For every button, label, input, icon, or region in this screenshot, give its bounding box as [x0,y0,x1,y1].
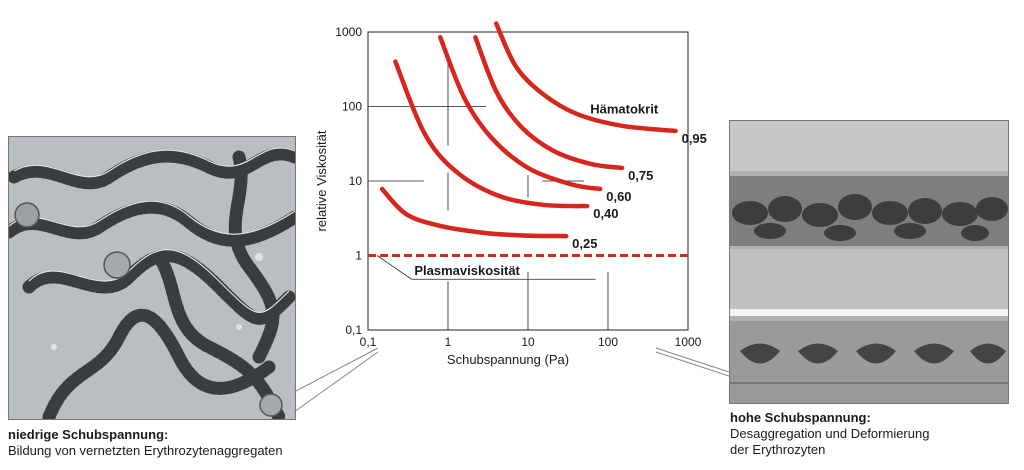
series-line-0-25 [379,186,569,239]
series-label: 0,60 [606,189,631,204]
y-tick-label: 10 [349,174,363,188]
series-lines [368,21,690,280]
caption-high-shear: hohe Schubspannung: Desaggregation und D… [730,410,1010,458]
caption-high-shear-text-1: Desaggregation und Deformierung [730,426,930,441]
y-tick-label: 1 [355,249,362,263]
caption-high-shear-text-2: der Erythrozyten [730,442,826,457]
series-label: 0,95 [682,131,707,146]
caption-low-shear-heading: niedrige Schubspannung: [8,427,169,442]
caption-low-shear-text: Bildung von vernetzten Erythrozytenaggre… [8,443,283,458]
rouleaux-micrograph [8,136,296,420]
series-label: 0,75 [628,168,653,183]
legend-title: Hämatokrit [590,102,659,117]
plot-frame [367,31,689,331]
series-labels: 0,25 0,40 0,60 0,75 0,95 [572,131,707,251]
capillary-micrograph [729,120,1009,404]
series-line-0-75 [473,35,625,171]
series-line-0-40 [393,59,590,209]
x-tick-label: 100 [598,335,618,349]
y-axis-label: relative Viskosität [314,130,329,231]
series-label: 0,25 [572,236,597,251]
x-tick-label: 1000 [675,335,702,349]
tick-labels: 0,10,1 1 1 10 10 100 100 1000 1000 [335,25,701,349]
series-label: 0,40 [593,206,618,221]
series-line-0-60 [437,35,603,192]
series-line-0-95 [493,21,678,134]
grid-lines [368,61,609,330]
caption-low-shear: niedrige Schubspannung: Bildung von vern… [8,427,283,459]
y-tick-label: 1000 [335,25,362,39]
plasma-label-leader [376,255,596,280]
y-tick-label: 0,1 [345,323,362,337]
x-tick-label: 0,1 [360,335,377,349]
x-axis-label: Schubspannung (Pa) [447,352,569,367]
plasma-viscosity-label: Plasmaviskosität [414,263,520,278]
y-tick-label: 100 [342,100,362,114]
x-tick-label: 1 [445,335,452,349]
x-tick-label: 10 [521,335,535,349]
caption-high-shear-heading: hohe Schubspannung: [730,410,871,425]
